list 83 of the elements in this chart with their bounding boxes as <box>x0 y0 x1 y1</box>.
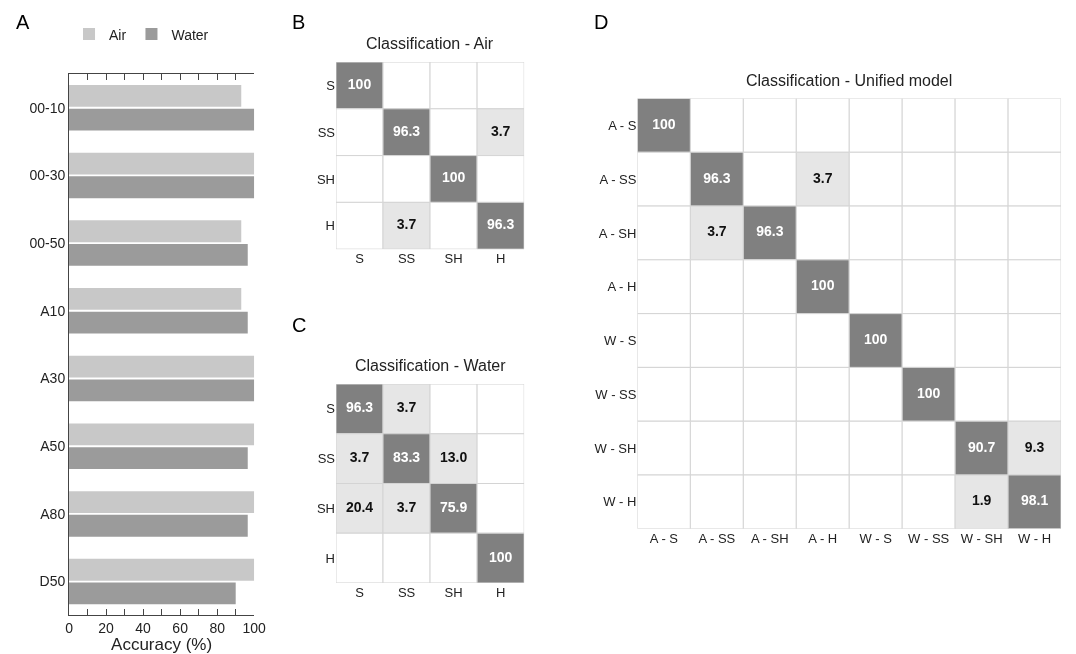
x-tick-label: W - S <box>859 530 893 546</box>
y-tick-label: A50 <box>40 438 66 455</box>
data-label: 96.3 <box>703 169 731 186</box>
y-tick-label: H <box>325 550 335 566</box>
text: D <box>594 11 609 33</box>
y-tick-label: A30 <box>40 370 66 387</box>
x-tick-label: 20 <box>98 620 115 637</box>
legend-label: Air <box>109 26 127 43</box>
data-label: 100 <box>916 384 941 401</box>
x-tick-label: SS <box>397 584 416 600</box>
y-tick-label: A - SS <box>599 171 637 187</box>
x-tick-label: W - SS <box>908 530 950 546</box>
chart-title: Classification - Unified model <box>746 72 953 89</box>
x-tick-label: 60 <box>172 620 189 637</box>
data-label: 100 <box>488 548 513 565</box>
data-label: 3.7 <box>396 498 417 515</box>
y-tick-label: A - H <box>607 279 637 295</box>
x-tick-label: W - H <box>1017 530 1052 546</box>
x-tick-label: S <box>355 251 365 267</box>
data-label: 1.9 <box>971 492 992 509</box>
data-label: 13.0 <box>439 449 468 466</box>
y-tick-label: 00-30 <box>29 167 66 184</box>
x-tick-label: 100 <box>242 620 267 637</box>
text: C <box>292 314 307 336</box>
y-tick-label: D50 <box>39 573 66 590</box>
data-label: 3.7 <box>813 169 833 186</box>
y-tick-label: W - SS <box>595 386 637 402</box>
text: B <box>292 11 306 33</box>
x-tick-label: SS <box>397 251 416 267</box>
data-label: 96.3 <box>392 122 421 139</box>
data-label: 100 <box>811 277 835 294</box>
y-tick-label: S <box>326 77 336 93</box>
x-tick-label: 0 <box>65 620 74 637</box>
text: A <box>16 11 30 33</box>
data-label: 96.3 <box>487 216 515 233</box>
x-tick-label: 40 <box>135 620 152 637</box>
y-tick-label: A - SH <box>598 225 637 241</box>
x-tick-label: SH <box>444 584 463 600</box>
chart-title: Classification - Air <box>366 35 494 52</box>
data-label: 100 <box>347 75 372 92</box>
y-tick-label: SH <box>316 171 335 187</box>
y-tick-label: 00-50 <box>29 235 66 251</box>
y-tick-label: 00-10 <box>29 99 66 116</box>
data-label: 20.4 <box>345 498 374 515</box>
data-label: 3.7 <box>707 223 727 240</box>
y-tick-label: A10 <box>40 302 66 319</box>
data-label: 83.3 <box>392 449 421 466</box>
y-tick-label: S <box>326 401 336 417</box>
y-tick-label: W - S <box>603 333 637 349</box>
y-tick-label: W - SH <box>594 440 637 456</box>
data-label: 96.3 <box>756 223 784 240</box>
y-tick-label: H <box>325 218 335 234</box>
x-axis-title: Accuracy (%) <box>111 635 213 654</box>
data-label: 3.7 <box>349 449 370 466</box>
x-tick-label: H <box>495 584 506 600</box>
y-tick-label: SH <box>316 500 335 516</box>
data-label: 3.7 <box>490 122 511 139</box>
data-label: 98.1 <box>1020 492 1049 509</box>
data-label: 100 <box>441 169 466 186</box>
x-tick-label: W - SH <box>960 530 1003 546</box>
y-tick-label: A80 <box>40 505 66 522</box>
x-tick-label: S <box>355 584 365 600</box>
data-label: 90.7 <box>967 438 996 455</box>
x-tick-label: A - H <box>808 530 838 546</box>
x-tick-label: H <box>495 251 506 267</box>
x-tick-label: SH <box>444 251 463 267</box>
data-label: 96.3 <box>345 399 374 416</box>
chart-title: Classification - Water <box>355 357 507 374</box>
data-label: 3.7 <box>396 399 417 416</box>
y-tick-label: A - S <box>608 117 637 133</box>
x-tick-label: A - SS <box>698 530 736 546</box>
y-tick-label: SS <box>317 451 336 467</box>
data-label: 3.7 <box>396 216 417 233</box>
data-label: 75.9 <box>439 498 468 515</box>
data-label: 9.3 <box>1024 438 1045 455</box>
data-label: 100 <box>864 331 888 348</box>
y-tick-label: SS <box>317 124 336 140</box>
data-label: 100 <box>652 115 676 132</box>
x-tick-label: A - S <box>649 530 679 546</box>
legend-label: Water <box>171 26 209 43</box>
x-tick-label: 80 <box>209 620 226 637</box>
x-tick-label: A - SH <box>751 530 789 546</box>
y-tick-label: W - H <box>603 494 637 510</box>
